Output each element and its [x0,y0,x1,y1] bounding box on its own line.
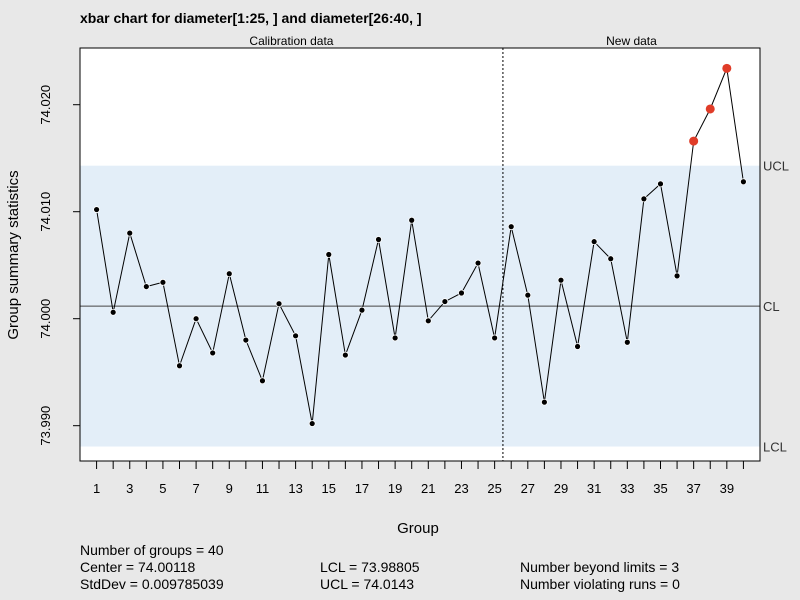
chart-title: xbar chart for diameter[1:25, ] and diam… [80,10,422,26]
x-tick-label: 31 [587,481,601,496]
x-tick-label: 23 [454,481,468,496]
x-tick-label: 37 [686,481,700,496]
data-point [109,308,117,316]
x-tick-label: 11 [256,481,270,496]
data-point-beyond-limit [722,63,732,73]
x-tick-label: 35 [653,481,667,496]
data-point [673,272,681,280]
data-point [657,180,664,188]
data-point [491,334,499,342]
data-point-beyond-limit [705,104,715,114]
x-tick-label: 21 [421,481,435,496]
data-point [524,291,532,299]
x-tick-label: 17 [355,481,369,496]
data-point [507,223,515,231]
data-point [574,343,581,350]
x-tick-label: 1 [93,481,100,496]
data-point [607,255,615,263]
series-line [96,66,744,424]
x-tick-label: 33 [620,481,634,496]
data-point [242,336,250,344]
x-tick-label: 7 [192,481,199,496]
y-axis: 73.990 74.000 74.010 74.020 [38,85,80,446]
data-point [557,276,565,284]
stat-number-of-groups: Number of groups = 40 [80,542,224,558]
data-point [590,238,598,246]
y-tick-label: 74.020 [38,85,53,125]
data-point [474,259,482,267]
y-tick-label: 74.000 [38,299,53,339]
phase-label-new: New data [606,34,657,48]
phase-label-calibration: Calibration data [249,34,333,48]
x-tick-label: 25 [487,481,501,496]
plot-frame [79,47,761,462]
x-tick-label: 19 [388,481,402,496]
ucl-label: UCL [763,159,789,174]
stat-lcl: LCL = 73.98805 [320,559,420,575]
x-tick-label: 27 [521,481,535,496]
x-tick-label: 13 [288,481,302,496]
x-tick-label: 15 [322,481,336,496]
stat-ucl: UCL = 74.0143 [320,576,415,592]
x-tick-label: 9 [226,481,233,496]
series-group [93,63,747,427]
data-point [192,315,200,323]
data-point [458,289,465,297]
data-point [424,317,432,325]
stat-center: Center = 74.00118 [80,559,196,575]
data-point [209,349,217,357]
data-point [225,270,233,278]
data-point [308,420,316,427]
data-point [540,398,548,406]
data-point [740,178,747,186]
data-point [341,351,349,359]
data-point-beyond-limit [689,136,699,146]
y-axis-label: Group summary statistics [5,170,22,339]
x-axis-label: Group [397,520,439,537]
data-point [391,334,399,342]
stat-violating-runs: Number violating runs = 0 [520,576,680,592]
data-point [640,195,648,203]
data-point [176,362,183,370]
lcl-label: LCL [763,440,787,455]
x-tick-label: 29 [554,481,568,496]
y-tick-label: 73.990 [38,406,53,446]
data-point [375,236,382,243]
data-point [292,332,300,340]
y-tick-label: 74.010 [38,192,53,232]
data-point [126,229,134,237]
data-point [159,278,167,286]
x-tick-label: 3 [126,481,133,496]
data-point [325,251,333,258]
data-point [623,338,631,346]
stat-stddev: StdDev = 0.009785039 [80,576,224,592]
stat-beyond-limits: Number beyond limits = 3 [520,559,680,575]
data-point [358,306,366,314]
x-tick-label: 39 [720,481,734,496]
cl-label: CL [763,299,780,314]
x-tick-label: 5 [159,481,166,496]
x-axis: 1 3 5 7 9 11 13 15 17 19 21 23 25 27 29 31 33 35 37 39 [93,461,744,496]
data-point [275,300,283,308]
data-point [441,298,449,305]
data-point [259,377,266,385]
data-point [408,216,416,224]
data-point [142,283,150,290]
data-point [93,206,100,213]
